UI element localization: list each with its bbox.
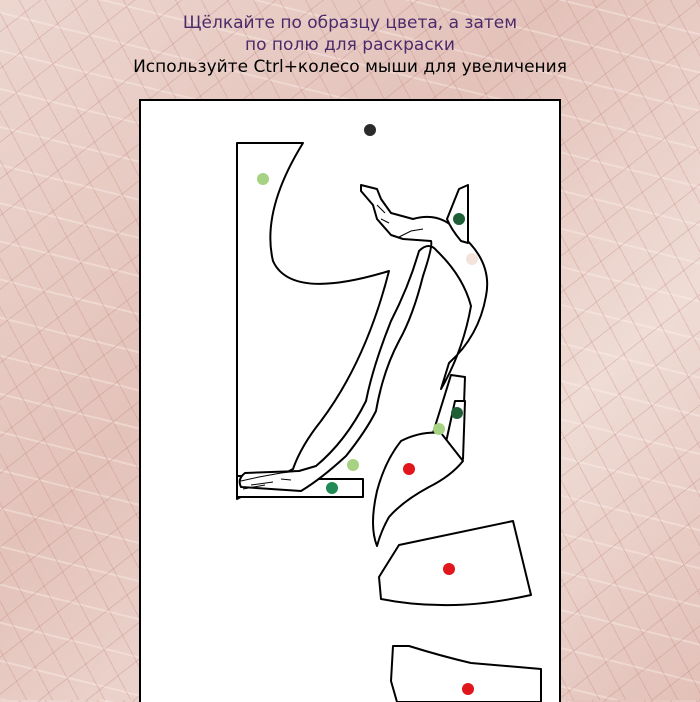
swatch-light-green-low[interactable] xyxy=(347,459,359,471)
instruction-line-1: Щёлкайте по образцу цвета, а затем xyxy=(182,13,518,33)
swatch-pale-peach[interactable] xyxy=(466,253,478,265)
instructions: Щёлкайте по образцу цвета, а затем по по… xyxy=(0,12,700,78)
swatch-light-green-mid[interactable] xyxy=(433,423,445,435)
swatch-dark-gray[interactable] xyxy=(364,124,376,136)
swatch-red-mid[interactable] xyxy=(403,463,415,475)
swatch-red-bottom[interactable] xyxy=(462,683,474,695)
region-skirt-bottom[interactable] xyxy=(390,645,542,702)
hand-detail xyxy=(240,470,300,490)
face-detail xyxy=(376,204,424,238)
instruction-line-3: Используйте Ctrl+колесо мыши для увеличе… xyxy=(133,57,567,77)
swatch-dark-green-mid[interactable] xyxy=(451,407,463,419)
region-skirt-large[interactable] xyxy=(372,431,464,547)
swatch-teal-green[interactable] xyxy=(326,482,338,494)
swatch-layer[interactable] xyxy=(257,124,478,695)
swatch-light-green-top[interactable] xyxy=(257,173,269,185)
region-figure[interactable] xyxy=(238,184,489,492)
region-skirt-lower[interactable] xyxy=(378,520,532,607)
coloring-canvas[interactable] xyxy=(141,101,559,702)
instruction-line-2: по полю для раскраски xyxy=(245,35,455,55)
swatch-red-low[interactable] xyxy=(443,563,455,575)
coloring-board[interactable] xyxy=(139,99,561,702)
swatch-dark-green-top[interactable] xyxy=(453,213,465,225)
region-left-panel[interactable] xyxy=(236,142,390,500)
